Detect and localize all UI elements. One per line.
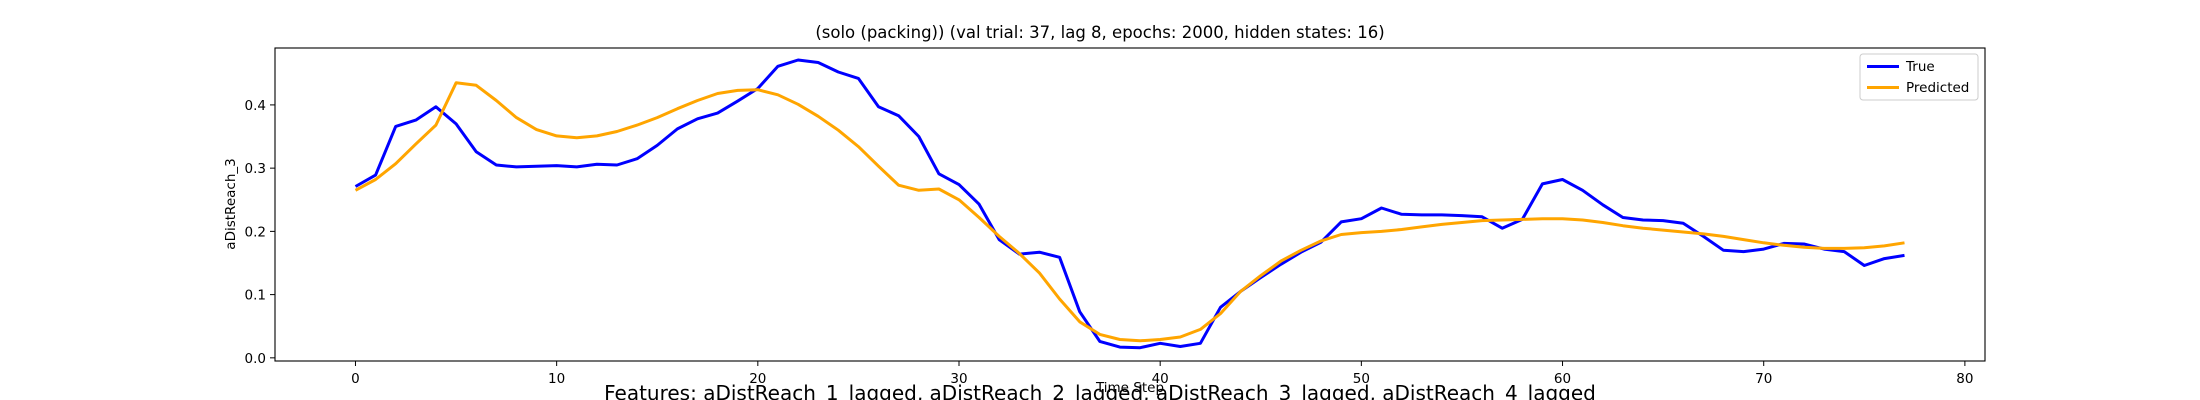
x-tick-label: 10 xyxy=(548,371,565,387)
x-tick-label: 40 xyxy=(1152,371,1169,387)
series-layer xyxy=(354,58,1905,350)
y-tick-label: 0.3 xyxy=(245,161,266,177)
x-tick-label: 60 xyxy=(1554,371,1571,387)
plot-area xyxy=(275,48,1985,361)
y-axis-label: aDistReach_3 xyxy=(223,158,239,249)
series-line-true xyxy=(354,58,1905,350)
legend: True Predicted xyxy=(1859,53,1979,101)
x-axis-label: Time Step xyxy=(1095,380,1164,396)
y-tick-label: 0.2 xyxy=(245,224,266,240)
series-line-predicted xyxy=(354,81,1905,343)
x-tick-label: 70 xyxy=(1755,371,1772,387)
x-tick-label: 20 xyxy=(749,371,766,387)
x-tick-label: 30 xyxy=(950,371,967,387)
plot-frame xyxy=(274,47,1986,362)
features-caption: Features: aDistReach_1_lagged, aDistReac… xyxy=(604,381,1596,400)
x-tick-label: 80 xyxy=(1956,371,1973,387)
y-tick-label: 0.1 xyxy=(245,288,266,304)
y-tick-label: 0.0 xyxy=(245,351,266,367)
legend-label-true: True xyxy=(1905,59,1935,75)
chart-title: (solo (packing)) (val trial: 37, lag 8, … xyxy=(815,23,1384,42)
y-tick-label: 0.4 xyxy=(245,98,266,114)
y-axis-ticks: 0.0 0.1 0.2 0.3 0.4 xyxy=(245,98,275,367)
x-tick-label: 0 xyxy=(351,371,360,387)
x-axis-ticks: 0 10 20 30 40 50 60 70 80 xyxy=(351,361,1973,387)
legend-label-predicted: Predicted xyxy=(1906,80,1969,96)
x-tick-label: 50 xyxy=(1353,371,1370,387)
